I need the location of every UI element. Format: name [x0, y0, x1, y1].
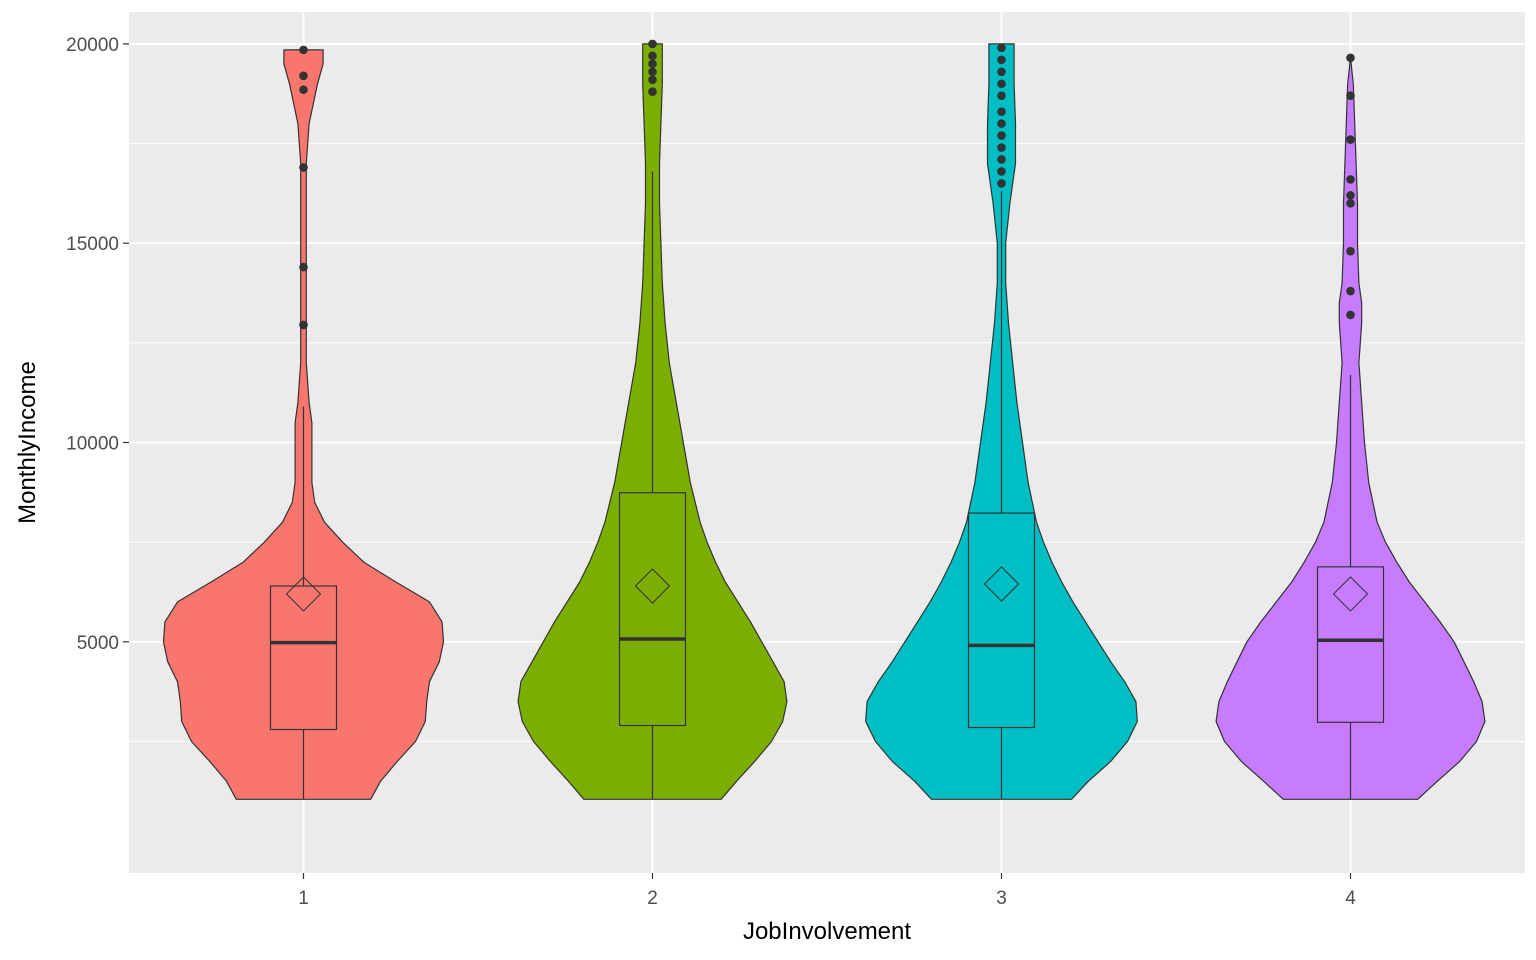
- x-tick-label: 2: [647, 888, 658, 909]
- outlier-point: [997, 107, 1006, 116]
- x-tick-label: 4: [1345, 888, 1356, 909]
- outlier-point: [1346, 53, 1355, 63]
- x-axis: 1 2 3 4: [298, 873, 1356, 909]
- outlier-point: [648, 67, 657, 77]
- outlier-point: [997, 43, 1006, 53]
- x-axis-title: JobInvolvement: [743, 918, 911, 945]
- box-iqr: [618, 492, 687, 727]
- outlier-point: [299, 71, 308, 81]
- outlier-point: [1346, 286, 1355, 296]
- y-tick-label: 15000: [66, 234, 119, 255]
- violin-group-4: [1215, 53, 1486, 800]
- outlier-point: [1346, 175, 1355, 184]
- outlier-point: [997, 67, 1006, 77]
- mean-marker: [1332, 576, 1369, 612]
- outlier-point: [299, 85, 308, 95]
- y-tick-label: 10000: [66, 434, 119, 455]
- outlier-point: [1346, 135, 1355, 144]
- outlier-point: [648, 75, 657, 85]
- outlier-point: [997, 131, 1006, 140]
- outlier-point: [299, 262, 308, 272]
- violin-group-3: [865, 43, 1138, 800]
- outlier-point: [997, 91, 1006, 101]
- outlier-point: [1346, 199, 1355, 208]
- y-tick-label: 5000: [77, 633, 119, 654]
- y-axis-title: MonthlyIncome: [14, 361, 41, 524]
- outlier-point: [997, 179, 1006, 188]
- outlier-point: [997, 143, 1006, 152]
- outlier-point: [997, 155, 1006, 164]
- outlier-point: [1346, 91, 1355, 101]
- violin-group-1: [162, 45, 445, 800]
- outlier-point: [299, 163, 308, 172]
- mean-marker: [285, 576, 322, 612]
- outlier-point: [1346, 310, 1355, 320]
- box-iqr: [269, 585, 338, 731]
- box-iqr: [967, 512, 1036, 729]
- outlier-point: [997, 167, 1006, 176]
- mean-marker: [634, 568, 671, 604]
- outlier-point: [648, 87, 657, 97]
- outlier-point: [299, 45, 308, 55]
- outlier-point: [997, 55, 1006, 65]
- x-tick-label: 3: [996, 888, 1007, 909]
- outlier-point: [1346, 246, 1355, 256]
- x-tick-label: 1: [298, 888, 309, 909]
- y-tick-label: 20000: [66, 35, 119, 56]
- box-iqr: [1316, 566, 1385, 723]
- mean-marker: [983, 566, 1020, 602]
- outlier-point: [648, 59, 657, 69]
- outlier-point: [648, 51, 657, 61]
- violin-groups: [162, 39, 1486, 800]
- outlier-point: [997, 79, 1006, 89]
- outlier-point: [1346, 191, 1355, 200]
- outlier-point: [997, 119, 1006, 128]
- y-axis: 5000 10000 15000 20000: [66, 35, 129, 654]
- outlier-point: [648, 39, 657, 49]
- violin-group-2: [517, 39, 788, 800]
- outlier-point: [299, 320, 308, 330]
